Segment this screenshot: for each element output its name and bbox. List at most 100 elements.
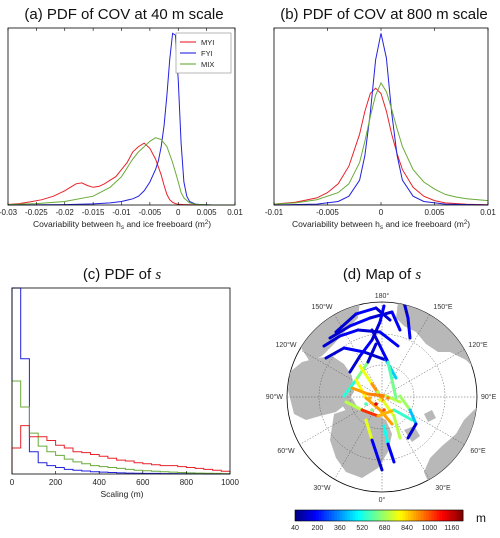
lon-label-60w: 60°W — [277, 447, 295, 455]
map-track-point — [374, 402, 378, 406]
panel-a-x-tick-label: 0.01 — [227, 208, 243, 217]
lon-label-0: 0° — [379, 496, 386, 504]
lon-label-30w: 30°W — [313, 484, 331, 492]
colorbar-cell — [313, 510, 317, 521]
colorbar-cell — [444, 510, 448, 521]
map-track-segment — [348, 316, 372, 328]
panel-b-x-tick-label: -0.005 — [316, 208, 339, 217]
colorbar-cell — [318, 510, 322, 521]
colorbar-cell — [371, 510, 375, 521]
map-track-segment — [364, 418, 374, 442]
panel-a-x-tick-label: -0.02 — [56, 208, 75, 217]
panel-c-x-tick-label: 200 — [49, 478, 63, 487]
map-track-point — [368, 396, 372, 400]
colorbar-cell — [337, 510, 341, 521]
colorbar-cell — [449, 510, 453, 521]
colorbar-cell — [384, 510, 388, 521]
colorbar-cell — [397, 510, 401, 521]
map-track-segment — [378, 330, 400, 348]
colorbar-cell — [426, 510, 430, 521]
colorbar-cell — [439, 510, 443, 521]
map-track-segment — [390, 378, 398, 400]
colorbar-cell — [368, 510, 372, 521]
legend-label-myi: MYI — [201, 38, 214, 47]
map-graticule — [287, 302, 477, 492]
colorbar-cell — [452, 510, 456, 521]
panel-b-x-ticks: -0.01 -0.005 0 0.005 0.01 — [265, 28, 496, 217]
lon-label-120e: 120°E — [468, 341, 487, 349]
map-track-segment — [322, 334, 342, 348]
map-track-segment — [324, 346, 346, 360]
colorbar-cell — [323, 510, 327, 521]
panel-b-x-tick-label: 0.005 — [424, 208, 445, 217]
lon-label-120w: 120°W — [275, 341, 296, 349]
panel-a-legend: MYI FYI MIX — [175, 32, 232, 74]
map-track-segment — [406, 422, 418, 440]
colorbar-cell — [436, 510, 440, 521]
colorbar-cell — [381, 510, 385, 521]
panel-c-x-ticks: 0 200 400 600 800 1000 — [10, 471, 239, 487]
map-track-segment — [348, 354, 362, 374]
map-track-point — [378, 398, 382, 402]
panel-a-title: (a) PDF of COV at 40 m scale — [24, 6, 223, 23]
map-track-point — [376, 390, 380, 394]
colorbar-cell — [300, 510, 304, 521]
panel-b: (b) PDF of COV at 800 m scale -0.01 -0.00… — [265, 6, 496, 231]
panel-b-x-tick-label: -0.01 — [265, 208, 284, 217]
colorbar-cell — [365, 510, 369, 521]
colorbar-cell — [316, 510, 320, 521]
colorbar-cell — [457, 510, 461, 521]
colorbar-cell — [421, 510, 425, 521]
map-track-segment — [328, 324, 352, 340]
map-track-segment — [358, 338, 374, 358]
map-land-siberia — [396, 302, 477, 384]
panel-c-x-tick-label: 800 — [180, 478, 194, 487]
colorbar-cell — [373, 510, 377, 521]
colorbar-tick-label: 680 — [379, 525, 391, 532]
panel-a-x-tick-label: -0.01 — [112, 208, 131, 217]
map-data-tracks — [322, 302, 418, 472]
panel-b-series-myi — [273, 87, 489, 206]
panel-c-title: (c) PDF of s — [83, 266, 162, 283]
map-track-segment — [386, 360, 394, 382]
colorbar-cell — [428, 510, 432, 521]
panel-b-series-fyi — [273, 33, 489, 206]
map-track-point — [382, 408, 386, 412]
map-track-segment — [366, 392, 388, 398]
map-land-canada — [288, 356, 354, 420]
map-track-segment — [376, 456, 384, 472]
colorbar-cell — [339, 510, 343, 521]
map-track-segment — [382, 424, 390, 446]
colorbar-cell — [410, 510, 414, 521]
map-track-segment — [378, 344, 390, 364]
map-track-segment — [350, 386, 370, 396]
map-track-segment — [354, 378, 368, 400]
panel-a-x-label: Covariability between hs and ice freeboa… — [33, 219, 211, 231]
panel-d-title: (d) Map of s — [343, 266, 422, 283]
colorbar-cell — [434, 510, 438, 521]
panel-b-x-tick-label: 0 — [379, 208, 384, 217]
colorbar-cell — [352, 510, 356, 521]
map-track-segment — [334, 312, 358, 334]
panel-c-x-label: Scaling (m) — [101, 489, 144, 499]
colorbar-cell — [442, 510, 446, 521]
colorbar-gradient — [295, 510, 464, 521]
map-track-segment — [406, 316, 412, 340]
panel-a-series-fyi — [7, 32, 235, 206]
colorbar-cell — [321, 510, 325, 521]
colorbar-cell — [407, 510, 411, 521]
map-track-segment — [338, 328, 360, 338]
panel-c-histogram-steps — [11, 287, 230, 475]
panel-c-x-tick-label: 600 — [136, 478, 150, 487]
panel-c-x-tick-label: 400 — [93, 478, 107, 487]
map-colorbar: 40 200 360 520 680 840 1000 1160 m — [291, 509, 486, 532]
graticule-lat-ring-outer — [318, 333, 446, 461]
map-track-segment — [364, 396, 382, 412]
map-track-segment — [344, 400, 364, 412]
panel-c: (c) PDF of s 0 200 400 600 800 1000 Scaling (… — [10, 266, 240, 499]
map-track-segment — [382, 400, 396, 418]
colorbar-cell — [392, 510, 396, 521]
panel-a: (a) PDF of COV at 40 m scale -0.03 -0.025… — [0, 6, 243, 231]
colorbar-cell — [355, 510, 359, 521]
map-track-segment — [370, 320, 382, 342]
